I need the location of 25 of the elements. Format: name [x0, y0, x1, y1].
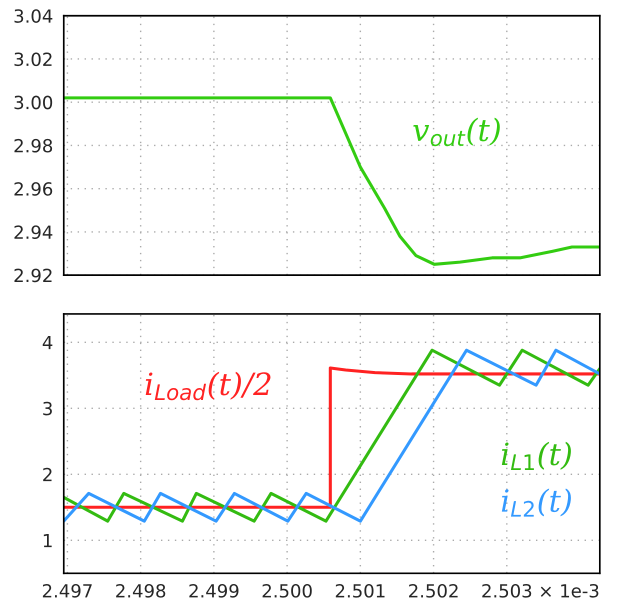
- y-tick-label: 2.92: [14, 268, 52, 282]
- x-tick-label: 2.500: [262, 584, 312, 598]
- x-tick-label: 2.501: [336, 584, 385, 598]
- x-tick-label: 2.502: [409, 584, 458, 598]
- x-tick-label: 2.497: [42, 584, 92, 598]
- series-label: i$_{L1}$(t): [502, 442, 571, 470]
- y-tick-label: 2.98: [14, 138, 52, 153]
- text: i$_{L2}$(t): [502, 488, 571, 517]
- y-tick-label: 3: [43, 402, 52, 416]
- y-tick-label: 1: [44, 534, 52, 548]
- line-series: [64, 348, 600, 523]
- y-tick-label: 3.04: [14, 9, 52, 23]
- y-tick-label: 2.94: [14, 225, 52, 240]
- y-tick-label: 2.96: [14, 182, 52, 196]
- x-tick-label: 2.498: [116, 584, 166, 598]
- y-tick-label: 3.02: [14, 52, 52, 66]
- text: × 1e-3: [540, 584, 598, 598]
- y-tick-label: 2: [43, 468, 52, 482]
- series-label: i$_{Load}$(t)/2: [146, 372, 270, 400]
- y-tick-label: 4: [42, 336, 52, 350]
- x-tick-label: 2.499: [189, 584, 238, 598]
- y-tick-label: 3.00: [14, 96, 52, 110]
- line-series: [64, 96, 600, 266]
- series-label: v$_{out}$(t): [413, 118, 500, 146]
- x-tick-label: 2.503: [482, 584, 532, 598]
